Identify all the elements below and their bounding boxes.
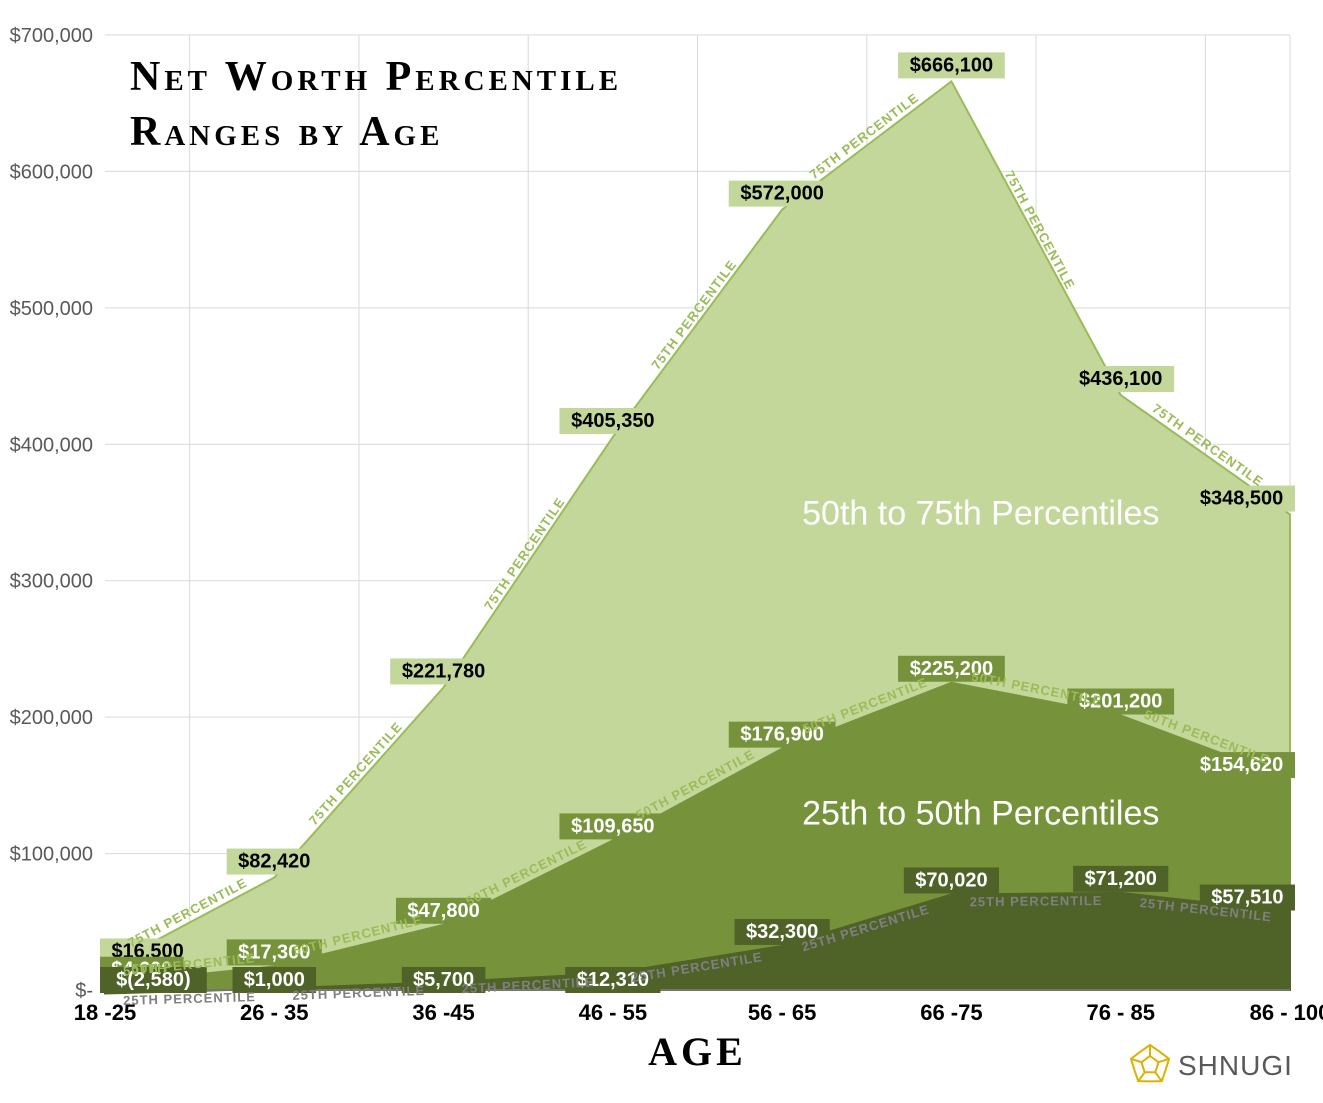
data-label-75: $666,100: [898, 52, 1005, 78]
svg-text:$71,200: $71,200: [1085, 868, 1157, 890]
chart-title-line2: Ranges by Age: [130, 109, 443, 155]
x-tick-label: 66 -75: [920, 1000, 982, 1025]
chart-title-line1: Net Worth Percentile: [130, 54, 622, 100]
data-label-75: $436,100: [1067, 366, 1174, 392]
x-tick-label: 76 - 85: [1086, 1000, 1155, 1025]
area-chart: $- $100,000 $200,000 $300,000 $400,000 $500,0…: [0, 0, 1323, 1103]
svg-text:$70,020: $70,020: [915, 869, 987, 891]
svg-text:$436,100: $436,100: [1079, 368, 1162, 390]
line-label-50-short: 50TH: [132, 961, 168, 976]
brand-icon: [1131, 1045, 1169, 1081]
region-label-upper: 50th to 75th Percentiles: [802, 495, 1159, 533]
line-label-25: 25TH PERCENTILE: [970, 893, 1103, 909]
data-label-75: $221,780: [390, 658, 497, 684]
data-label-25: $70,020: [904, 867, 999, 893]
brand-text: SHNUGI: [1178, 1050, 1293, 1081]
y-tick-label: $200,000: [10, 707, 93, 729]
y-tick-label: $100,000: [10, 844, 93, 866]
data-label-75: $82,420: [227, 849, 322, 875]
svg-text:$221,780: $221,780: [402, 660, 485, 682]
data-label-75: $572,000: [729, 181, 836, 207]
data-label-75: $405,350: [559, 408, 666, 434]
x-axis-ticks: 18 -2526 - 3536 -4546 - 5556 - 6566 -757…: [74, 1000, 1323, 1025]
data-label-25: $71,200: [1073, 866, 1168, 892]
svg-text:$405,350: $405,350: [571, 410, 654, 432]
data-label-75: $348,500: [1188, 486, 1295, 512]
y-tick-label: $500,000: [10, 298, 93, 320]
y-axis-ticks: $- $100,000 $200,000 $300,000 $400,000 $500,0…: [10, 25, 93, 1002]
svg-text:$348,500: $348,500: [1200, 488, 1283, 510]
x-tick-label: 56 - 65: [748, 1000, 817, 1025]
y-tick-label: $-: [75, 980, 93, 1002]
svg-text:$666,100: $666,100: [910, 54, 993, 76]
y-tick-label: $600,000: [10, 161, 93, 183]
x-tick-label: 36 -45: [412, 1000, 474, 1025]
brand: SHNUGI: [1131, 1045, 1293, 1081]
svg-text:$82,420: $82,420: [238, 851, 310, 873]
region-label-lower: 25th to 50th Percentiles: [802, 795, 1159, 833]
x-tick-label: 46 - 55: [579, 1000, 648, 1025]
x-tick-label: 86 - 100: [1250, 1000, 1323, 1025]
x-axis-title: AGE: [648, 1029, 747, 1074]
y-tick-label: $300,000: [10, 571, 93, 593]
line-label-25: 25TH PERCENTILE: [123, 989, 256, 1008]
y-tick-label: $700,000: [10, 25, 93, 47]
chart-container: $- $100,000 $200,000 $300,000 $400,000 $500,0…: [0, 0, 1323, 1103]
y-tick-label: $400,000: [10, 434, 93, 456]
svg-text:$572,000: $572,000: [740, 183, 823, 205]
